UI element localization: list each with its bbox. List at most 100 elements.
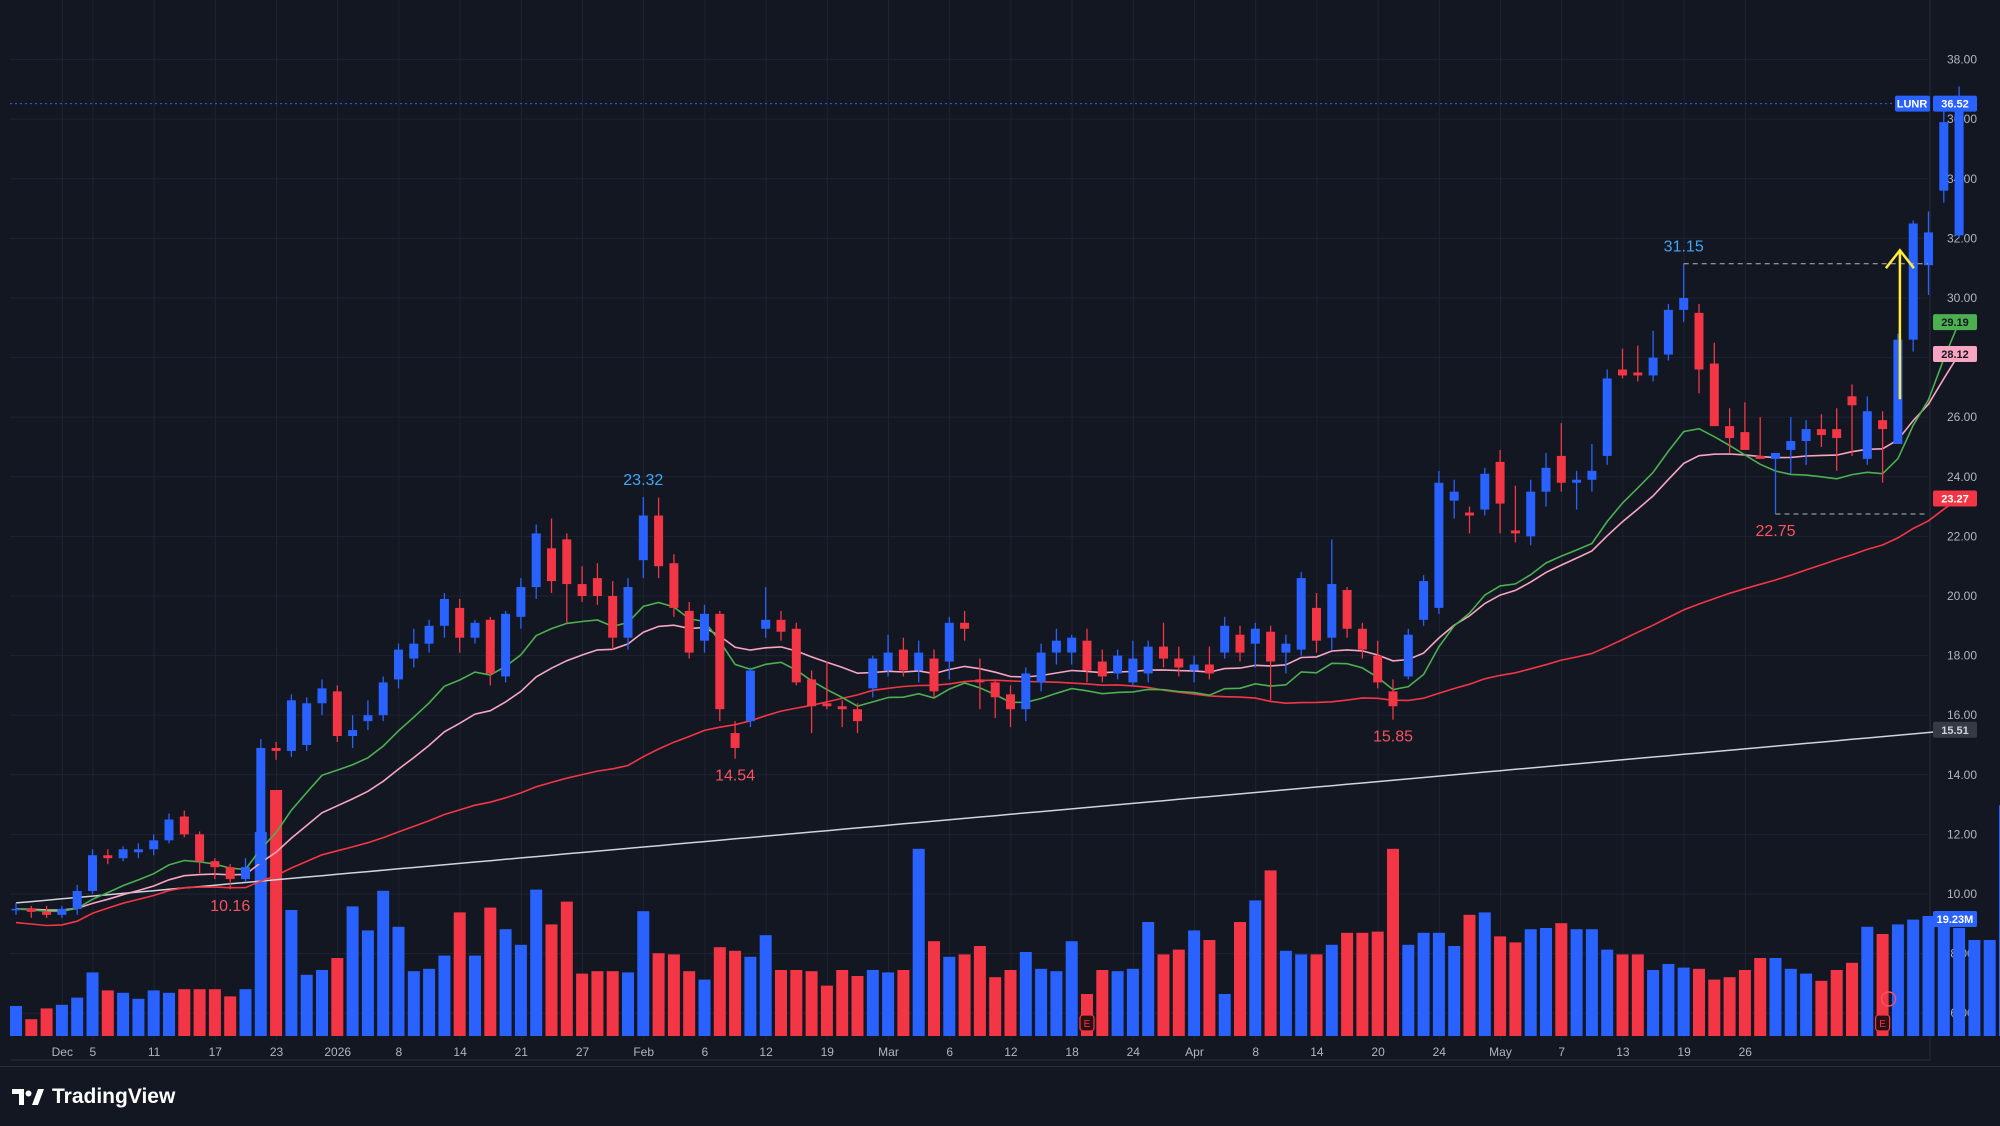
time-tick-label: 12 [759, 1045, 773, 1059]
candle-body [26, 908, 36, 912]
volume-bar [1432, 932, 1445, 1036]
volume-bar [1402, 944, 1415, 1036]
price-chart[interactable]: 6.008.0010.0012.0014.0016.0018.0020.0022… [0, 0, 2000, 1066]
volume-bar [805, 971, 818, 1036]
time-tick-label: Dec [52, 1045, 73, 1059]
time-tick-label: May [1489, 1045, 1512, 1059]
volume-bar [1203, 940, 1216, 1036]
candle-body [363, 715, 373, 722]
candle-body [1174, 658, 1184, 668]
volume-bar [1249, 900, 1262, 1036]
volume-bar [1310, 954, 1323, 1036]
earnings-letter: E [1084, 1019, 1091, 1030]
price-scale-label [1933, 314, 1977, 331]
candle-body [485, 619, 495, 674]
candle-body [1832, 429, 1842, 439]
candle-body [1006, 694, 1015, 710]
candle-body [562, 539, 572, 585]
volume-bar [1830, 970, 1843, 1036]
volume-bar [1784, 968, 1797, 1036]
candle-body [807, 679, 817, 707]
extreme-price-label: 14.54 [715, 768, 755, 785]
time-tick-label: 2026 [324, 1045, 351, 1059]
candle-body [501, 613, 511, 677]
volume-bar [1126, 968, 1139, 1036]
brand-name: TradingView [52, 1085, 176, 1108]
candle-body [1786, 441, 1796, 450]
tradingview-logo[interactable]: TradingView [12, 1085, 175, 1109]
candle-body [149, 840, 159, 850]
time-tick-label: 27 [576, 1045, 590, 1059]
volume-bar [729, 950, 742, 1036]
earnings-marker[interactable]: E [1874, 1014, 1891, 1032]
price-tick-label: 12.00 [1947, 827, 1977, 841]
time-tick-label: 17 [209, 1045, 223, 1059]
candle-body [1327, 584, 1337, 638]
time-tick-label: 21 [515, 1045, 529, 1059]
time-tick-label: 23 [270, 1045, 284, 1059]
volume-bar [484, 907, 497, 1036]
volume-bar [1677, 967, 1690, 1036]
volume-bar [147, 990, 160, 1036]
candle-body [1067, 637, 1077, 653]
candle-body [72, 891, 82, 909]
volume-bar [1540, 928, 1552, 1036]
candle-body [1725, 426, 1735, 439]
candle-body [424, 625, 434, 644]
candle-body [1709, 363, 1719, 427]
breakout-arrow-head [1884, 248, 1915, 269]
volume-bar [514, 944, 527, 1036]
volume-bar [1111, 971, 1124, 1036]
candle-body [960, 622, 970, 629]
candle-body [378, 682, 388, 716]
candle-body [608, 595, 618, 638]
candle-body [1449, 491, 1459, 501]
volume-bar [1738, 970, 1751, 1036]
earnings-marker[interactable]: E [1079, 1014, 1095, 1032]
candle-body [1847, 396, 1857, 406]
volume-bar [1341, 932, 1354, 1036]
price-tick-label: 10.00 [1947, 887, 1977, 901]
price-tick-label: 22.00 [1947, 529, 1977, 543]
volume-bar [377, 890, 390, 1036]
price-scale-label-text: 15.51 [1941, 725, 1969, 737]
volume-bar [1968, 940, 1981, 1036]
volume-bar [86, 972, 99, 1036]
candle-body [531, 533, 541, 588]
time-tick-label: 12 [1004, 1045, 1018, 1059]
symbol-tag [1895, 95, 1930, 112]
volume-bar [1662, 964, 1675, 1036]
candle-body [1250, 628, 1260, 644]
candle-body [103, 855, 113, 859]
candle-body [455, 607, 465, 638]
time-tick-label: 26 [1739, 1045, 1753, 1059]
time-tick-label: 5 [90, 1045, 97, 1059]
extreme-price-label: 22.75 [1755, 523, 1795, 540]
volume-bar [163, 992, 175, 1036]
candle-body [1113, 655, 1123, 674]
volume-bar [101, 990, 114, 1036]
candle-body [409, 643, 419, 659]
volume-bar [1463, 914, 1476, 1036]
volume-bar [1387, 848, 1399, 1036]
price-tick-label: 14.00 [1947, 768, 1977, 782]
volume-bar [25, 1019, 38, 1036]
candle-body [654, 515, 664, 567]
volume-bar [40, 1008, 53, 1036]
ma-line-ema-mid [15, 353, 1960, 911]
volume-bar [1096, 970, 1109, 1036]
volume-bar [866, 970, 879, 1036]
volume-bar [1050, 971, 1063, 1036]
price-scale-label [1933, 95, 1977, 112]
candle-body [1021, 673, 1031, 710]
candle-body [118, 849, 128, 859]
volume-bar [132, 998, 145, 1036]
volume-bar [1065, 941, 1078, 1036]
candle-body [1403, 634, 1413, 677]
candle-body [1939, 122, 1949, 191]
candle-body [1648, 357, 1658, 376]
volume-bar [545, 924, 558, 1036]
volume-bar [1172, 949, 1185, 1036]
candle-body [302, 703, 312, 745]
